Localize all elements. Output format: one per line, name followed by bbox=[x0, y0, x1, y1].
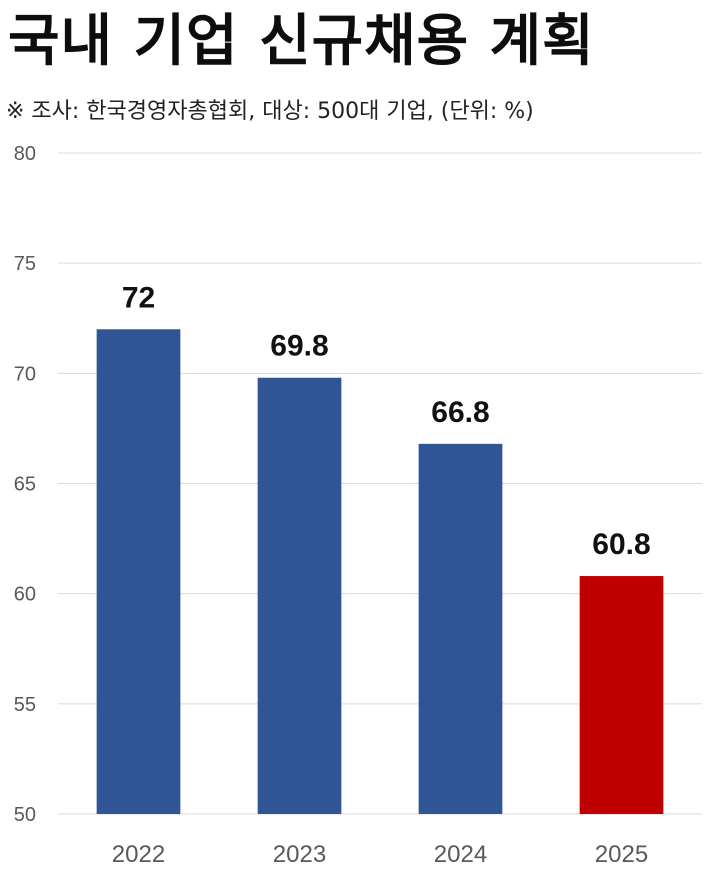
y-tick-label: 55 bbox=[14, 694, 36, 716]
x-category-2023: 2023 bbox=[273, 841, 326, 868]
data-label-2022: 72 bbox=[122, 281, 155, 314]
bar-2024 bbox=[418, 443, 503, 814]
y-axis-ticks: 50 55 60 65 70 75 80 bbox=[14, 143, 36, 826]
data-label-2023: 69.8 bbox=[270, 330, 328, 363]
x-category-2025: 2025 bbox=[595, 841, 648, 868]
y-tick-label: 70 bbox=[14, 363, 36, 385]
bars bbox=[96, 329, 664, 814]
bar-2023 bbox=[257, 377, 342, 814]
x-axis-categories: 2022 2023 2024 2025 bbox=[112, 841, 648, 868]
y-tick-label: 50 bbox=[14, 804, 36, 826]
bar-2025 bbox=[579, 576, 664, 814]
bar-2022 bbox=[96, 329, 181, 814]
x-category-2022: 2022 bbox=[112, 841, 165, 868]
chart-title: 국내 기업 신규채용 계획 bbox=[8, 9, 595, 74]
chart-subtitle: ※ 조사: 한국경영자총협회, 대상: 500대 기업, (단위: %) bbox=[6, 99, 534, 124]
data-label-2024: 66.8 bbox=[431, 396, 489, 429]
y-tick-label: 80 bbox=[14, 143, 36, 165]
y-tick-label: 75 bbox=[14, 253, 36, 275]
data-labels: 72 69.8 66.8 60.8 bbox=[122, 281, 651, 561]
x-category-2024: 2024 bbox=[434, 841, 487, 868]
y-tick-label: 65 bbox=[14, 474, 36, 496]
data-label-2025: 60.8 bbox=[592, 528, 650, 561]
y-tick-label: 60 bbox=[14, 584, 36, 606]
